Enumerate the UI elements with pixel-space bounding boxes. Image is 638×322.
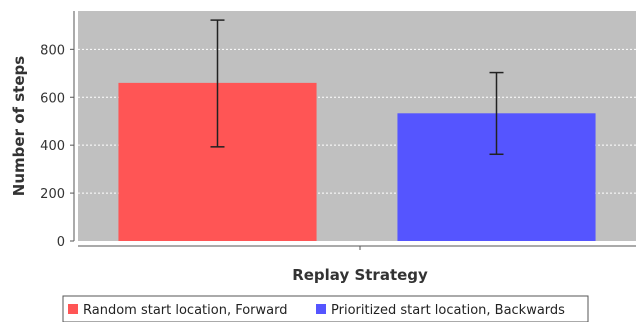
y-tick-label: 600	[40, 91, 65, 106]
y-tick-label: 400	[40, 139, 65, 154]
error-bars	[210, 19, 504, 156]
legend-swatch	[316, 304, 326, 314]
y-tick-label: 0	[57, 235, 65, 250]
legend-label: Random start location, Forward	[83, 303, 288, 318]
y-axis-ticks: 0 200 400 600 800	[40, 43, 74, 250]
x-axis-title: Replay Strategy	[292, 266, 428, 284]
y-tick-label: 200	[40, 187, 65, 202]
legend: Random start location, Forward Prioritiz…	[62, 295, 589, 322]
legend-label: Prioritized start location, Backwards	[331, 303, 565, 318]
legend-swatch	[68, 304, 78, 314]
y-axis-title: Number of steps	[10, 56, 28, 196]
y-tick-label: 800	[40, 43, 65, 58]
